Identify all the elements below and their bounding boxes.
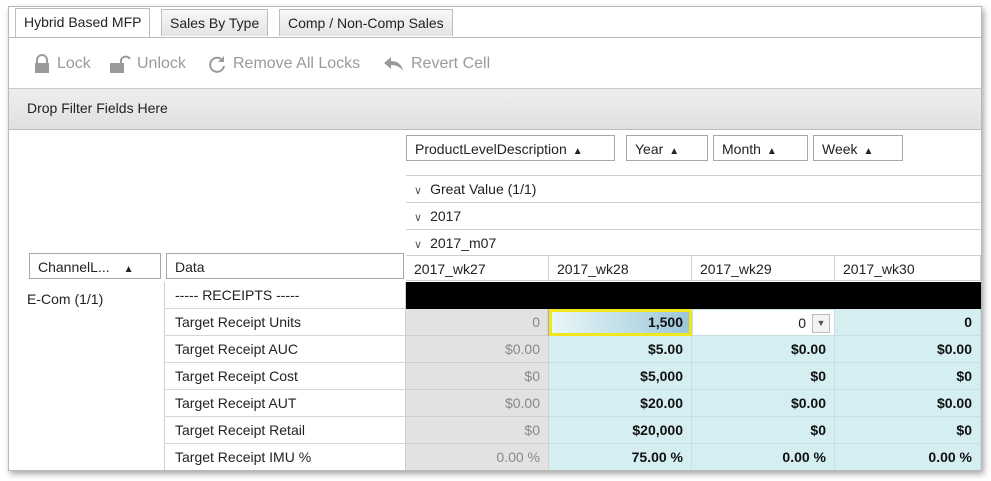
data-cell: $0: [406, 363, 549, 390]
editable-cell-wk29-units[interactable]: 0 ▼: [692, 309, 835, 336]
pivot-grid-window: Hybrid Based MFP Sales By Type Comp / No…: [8, 6, 982, 471]
chevron-down-icon: ∨: [414, 239, 423, 251]
data-cell[interactable]: 0.00 %: [835, 444, 981, 470]
data-cell[interactable]: $0.00: [692, 390, 835, 417]
tab-comp-non-comp-sales[interactable]: Comp / Non-Comp Sales: [279, 9, 453, 36]
week-header-wk30[interactable]: 2017_wk30: [835, 255, 981, 281]
data-cell[interactable]: $0: [835, 363, 981, 390]
revert-cell-button[interactable]: Revert Cell: [383, 53, 490, 75]
data-cell[interactable]: $20.00: [549, 390, 692, 417]
row-label-target-receipt-cost: Target Receipt Cost: [164, 363, 406, 390]
data-cell: [692, 282, 835, 309]
row-label-target-receipt-units: Target Receipt Units: [164, 309, 406, 336]
data-cell: [835, 282, 981, 309]
data-cell[interactable]: $5,000: [549, 363, 692, 390]
column-group-label: 2017_m07: [430, 235, 497, 251]
column-group-label: 2017: [430, 208, 462, 224]
data-cell[interactable]: $0.00: [835, 336, 981, 363]
chevron-down-icon: ∨: [414, 212, 423, 224]
column-group-product[interactable]: ∨ Great Value (1/1): [406, 175, 981, 201]
row-label-target-receipt-auc: Target Receipt AUC: [164, 336, 406, 363]
field-label: Week: [822, 141, 858, 157]
sort-up-icon: ▲: [669, 146, 680, 157]
row-label-receipts: ----- RECEIPTS -----: [164, 282, 406, 309]
undo-arrow-icon: [384, 57, 403, 71]
data-cell: $0.00: [406, 390, 549, 417]
data-cell: [406, 282, 549, 309]
sort-up-icon: ▲: [766, 146, 777, 157]
field-label: Month: [722, 141, 761, 157]
row-header-channel[interactable]: E-Com (1/1): [9, 282, 165, 470]
field-channel[interactable]: ChannelL... ▲: [29, 253, 161, 279]
field-label: ProductLevelDescription: [415, 141, 567, 157]
field-week[interactable]: Week ▲: [813, 135, 903, 161]
refresh-icon: [209, 56, 225, 73]
data-cell: 0.00 %: [406, 444, 549, 470]
week-header-wk28[interactable]: 2017_wk28: [549, 255, 692, 281]
filter-drop-label: Drop Filter Fields Here: [27, 100, 168, 116]
lock-button[interactable]: Lock: [33, 53, 91, 75]
data-cell[interactable]: $0: [692, 363, 835, 390]
column-group-label: Great Value (1/1): [430, 181, 537, 197]
tab-strip: Hybrid Based MFP Sales By Type Comp / No…: [9, 7, 981, 38]
field-label: ChannelL...: [38, 259, 110, 275]
data-cell[interactable]: $0.00: [692, 336, 835, 363]
remove-all-locks-label: Remove All Locks: [233, 55, 361, 72]
pivot-grid: ProductLevelDescription ▲ Year ▲ Month ▲ We…: [9, 130, 981, 470]
field-label: Year: [635, 141, 664, 157]
chevron-down-icon: ∨: [414, 185, 423, 197]
data-cell: $0: [406, 417, 549, 444]
data-cell: [549, 282, 692, 309]
field-label: Data: [175, 259, 205, 275]
column-group-month[interactable]: ∨ 2017_m07: [406, 229, 981, 255]
field-year[interactable]: Year ▲: [626, 135, 708, 161]
remove-all-locks-button[interactable]: Remove All Locks: [207, 53, 360, 75]
dropdown-arrow-icon[interactable]: ▼: [812, 314, 830, 333]
unlock-icon: [110, 55, 131, 73]
unlock-button[interactable]: Unlock: [109, 53, 186, 75]
data-cell[interactable]: 75.00 %: [549, 444, 692, 470]
tab-sales-by-type[interactable]: Sales By Type: [161, 9, 269, 36]
tab-hybrid-based-mfp[interactable]: Hybrid Based MFP: [15, 8, 151, 37]
sort-up-icon: ▲: [863, 146, 874, 157]
sort-up-icon: ▲: [123, 264, 134, 275]
toolbar: Lock Unlock Remove All Locks Revert Cell: [9, 38, 981, 89]
field-product-level-description[interactable]: ProductLevelDescription ▲: [406, 135, 615, 161]
cell-value: 0: [798, 315, 806, 331]
data-cell[interactable]: $0.00: [835, 390, 981, 417]
data-cell[interactable]: 0.00 %: [692, 444, 835, 470]
data-cell[interactable]: $0: [835, 417, 981, 444]
selected-cell-wk28-units[interactable]: 1,500: [549, 309, 692, 336]
column-group-year[interactable]: ∨ 2017: [406, 202, 981, 228]
data-cell[interactable]: 0: [835, 309, 981, 336]
data-cell[interactable]: $0: [692, 417, 835, 444]
field-data[interactable]: Data: [166, 253, 404, 279]
unlock-label: Unlock: [137, 55, 186, 72]
week-header-wk29[interactable]: 2017_wk29: [692, 255, 835, 281]
data-cell[interactable]: $5.00: [549, 336, 692, 363]
data-cell[interactable]: $20,000: [549, 417, 692, 444]
sort-up-icon: ▲: [572, 146, 583, 157]
row-label-target-receipt-retail: Target Receipt Retail: [164, 417, 406, 444]
revert-cell-label: Revert Cell: [411, 55, 491, 72]
lock-icon: [35, 54, 49, 73]
row-label-target-receipt-imu: Target Receipt IMU %: [164, 444, 406, 470]
data-cell: $0.00: [406, 336, 549, 363]
row-label-target-receipt-aut: Target Receipt AUT: [164, 390, 406, 417]
field-month[interactable]: Month ▲: [713, 135, 808, 161]
week-header-wk27[interactable]: 2017_wk27: [406, 255, 549, 281]
lock-label: Lock: [57, 55, 91, 72]
data-cell: 0: [406, 309, 549, 336]
filter-drop-area[interactable]: Drop Filter Fields Here: [9, 89, 981, 130]
